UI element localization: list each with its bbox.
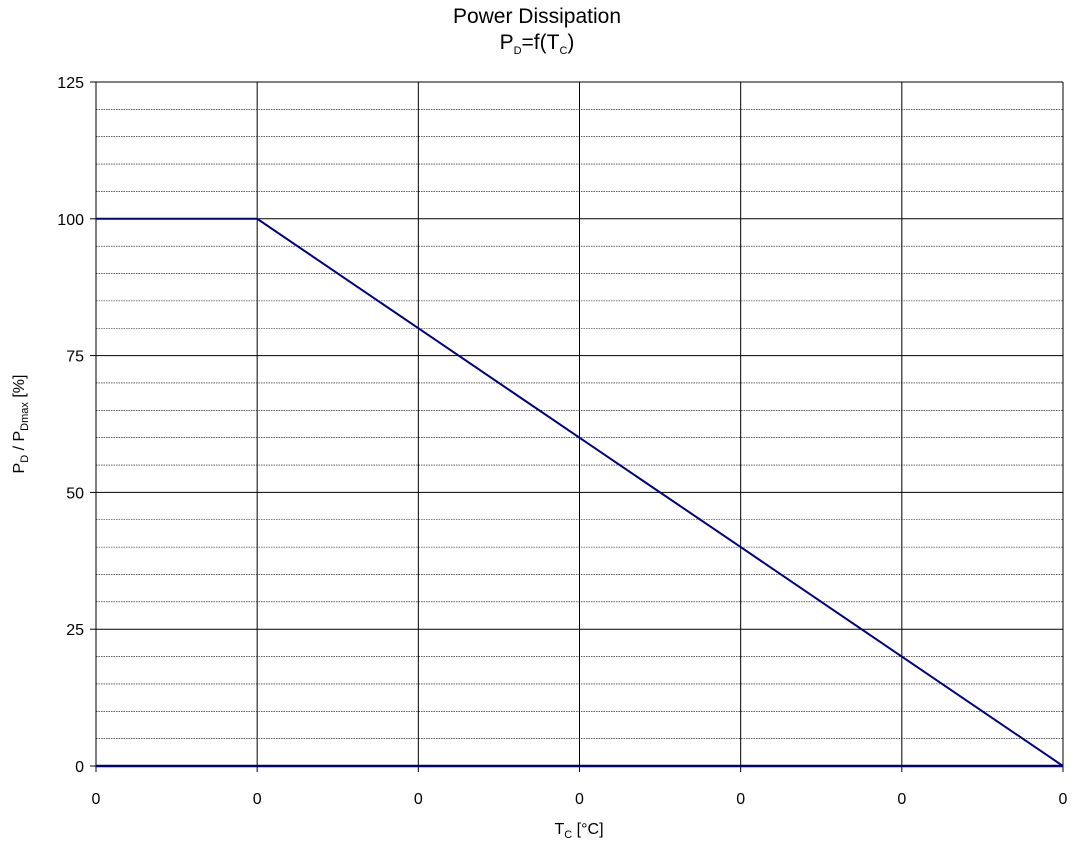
subtitle-main: P	[499, 31, 514, 54]
x-label-rest: [°C]	[572, 821, 603, 838]
y-tick-label: 125	[57, 75, 84, 92]
x-label-sub: C	[564, 829, 572, 841]
series-line	[96, 217, 1064, 767]
x-tick-label: 0	[575, 791, 584, 808]
y-label-p1: P	[11, 463, 28, 474]
series-layer	[96, 217, 1064, 768]
chart-title-block: Power Dissipation PD=f(TC)	[0, 4, 1074, 64]
x-tick-label: 0	[414, 791, 423, 808]
y-label-mid: / P	[11, 431, 28, 455]
y-tick-label: 25	[66, 622, 84, 639]
subtitle-middle-sub: C	[559, 45, 568, 58]
x-tick-label: 0	[1059, 791, 1068, 808]
y-tick-label: 100	[57, 212, 84, 229]
x-label-main: T	[554, 821, 564, 838]
y-tick-labels: 0 25 50 75 100 125	[57, 75, 84, 776]
y-label-rest: [%]	[11, 375, 28, 403]
subtitle-main-sub: D	[513, 45, 522, 58]
x-tick-labels: 0 0 0 0 0 0 0	[92, 791, 1068, 808]
subtitle-end: )	[567, 31, 575, 54]
y-tick-label: 0	[75, 759, 84, 776]
x-tick-label: 0	[897, 791, 906, 808]
y-tick-label: 75	[66, 349, 84, 366]
y-label-p2-sub: Dmax	[19, 402, 31, 431]
major-grid	[95, 81, 1064, 767]
axes	[90, 81, 1064, 772]
y-axis-label: PD / PDmax [%]	[11, 375, 31, 474]
x-axis-label: TC [°C]	[554, 821, 603, 841]
chart-subtitle: PD=f(TC)	[0, 30, 1074, 64]
y-tick-label: 50	[66, 485, 84, 502]
x-tick-label: 0	[253, 791, 262, 808]
x-tick-label: 0	[92, 791, 101, 808]
y-label-p1-sub: D	[19, 455, 31, 463]
chart-title: Power Dissipation	[452, 5, 622, 28]
x-tick-label: 0	[736, 791, 745, 808]
subtitle-middle: =f(T	[521, 31, 560, 54]
